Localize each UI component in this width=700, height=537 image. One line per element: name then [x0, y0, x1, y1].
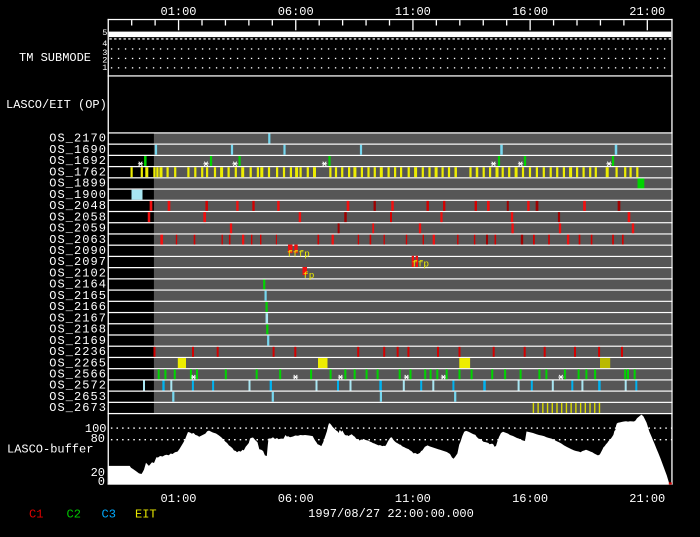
- svg-text:OS_2063: OS_2063: [49, 233, 107, 247]
- svg-text:OS_2566: OS_2566: [49, 367, 107, 381]
- svg-text:16:00: 16:00: [512, 492, 548, 506]
- svg-text:fp: fp: [303, 270, 315, 281]
- svg-text:OS_1900: OS_1900: [49, 188, 107, 202]
- svg-text:4: 4: [102, 39, 107, 49]
- svg-text:06:00: 06:00: [278, 492, 314, 506]
- svg-text:OS_2097: OS_2097: [49, 255, 107, 269]
- svg-text:LASCO-buffer: LASCO-buffer: [7, 443, 93, 457]
- svg-text:C3: C3: [102, 507, 116, 521]
- svg-text:OS_2059: OS_2059: [49, 222, 107, 236]
- svg-text:OS_2102: OS_2102: [49, 266, 107, 280]
- svg-text:EIT: EIT: [135, 507, 157, 521]
- svg-text:OS_2653: OS_2653: [49, 390, 107, 404]
- svg-text:OS_2058: OS_2058: [49, 210, 107, 224]
- svg-text:OS_2236: OS_2236: [49, 345, 107, 359]
- svg-text:OS_2572: OS_2572: [49, 379, 107, 393]
- svg-text:11:00: 11:00: [395, 492, 431, 506]
- svg-text:OS_2170: OS_2170: [49, 132, 107, 146]
- svg-text:1: 1: [102, 63, 107, 73]
- svg-text:21:00: 21:00: [629, 5, 665, 19]
- svg-text:C2: C2: [67, 507, 81, 521]
- svg-text:OS_2169: OS_2169: [49, 334, 107, 348]
- svg-text:0: 0: [98, 475, 105, 489]
- svg-text:OS_2168: OS_2168: [49, 323, 107, 337]
- svg-text:OS_2673: OS_2673: [49, 401, 107, 415]
- svg-text:5: 5: [102, 28, 107, 38]
- svg-text:OS_2166: OS_2166: [49, 300, 107, 314]
- svg-text:100: 100: [85, 422, 107, 436]
- svg-text:01:00: 01:00: [161, 5, 197, 19]
- svg-text:OS_1692: OS_1692: [49, 154, 107, 168]
- svg-text:C1: C1: [29, 507, 43, 521]
- svg-text:OS_2048: OS_2048: [49, 199, 107, 213]
- svg-text:2: 2: [102, 56, 107, 66]
- svg-text:80: 80: [91, 432, 105, 446]
- svg-text:fffp: fffp: [287, 249, 310, 260]
- svg-text:OS_2265: OS_2265: [49, 356, 107, 370]
- svg-text:20: 20: [91, 466, 105, 480]
- svg-text:11:00: 11:00: [395, 5, 431, 19]
- svg-text:OS_1762: OS_1762: [49, 165, 107, 179]
- svg-text:OS_2167: OS_2167: [49, 311, 107, 325]
- svg-text:LASCO/EIT (OP): LASCO/EIT (OP): [6, 98, 107, 112]
- svg-text:21:00: 21:00: [629, 492, 665, 506]
- svg-text:TM SUBMODE: TM SUBMODE: [19, 51, 91, 65]
- svg-text:OS_2164: OS_2164: [49, 278, 107, 292]
- svg-text:OS_2165: OS_2165: [49, 289, 107, 303]
- svg-text:1997/08/27 22:00:00.000: 1997/08/27 22:00:00.000: [308, 507, 474, 521]
- svg-text:16:00: 16:00: [512, 5, 548, 19]
- svg-text:OS_1899: OS_1899: [49, 177, 107, 191]
- svg-text:06:00: 06:00: [278, 5, 314, 19]
- svg-text:ffp: ffp: [412, 259, 429, 270]
- svg-text:OS_1690: OS_1690: [49, 143, 107, 157]
- svg-text:3: 3: [102, 48, 107, 58]
- svg-text:01:00: 01:00: [161, 492, 197, 506]
- svg-text:OS_2090: OS_2090: [49, 244, 107, 258]
